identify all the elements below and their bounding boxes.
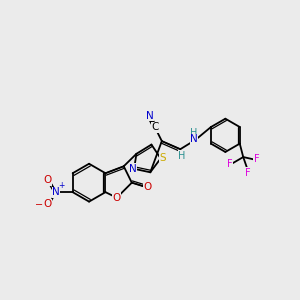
Text: N: N bbox=[190, 134, 198, 145]
Text: O: O bbox=[43, 175, 51, 185]
Text: O: O bbox=[43, 199, 51, 209]
Text: H: H bbox=[190, 128, 197, 139]
Text: N: N bbox=[52, 187, 60, 197]
Text: C: C bbox=[151, 122, 159, 132]
Text: −: − bbox=[35, 200, 44, 210]
Text: N: N bbox=[146, 111, 154, 121]
Text: N: N bbox=[129, 164, 137, 174]
Text: O: O bbox=[143, 182, 152, 192]
Text: +: + bbox=[58, 181, 64, 190]
Text: F: F bbox=[244, 167, 250, 178]
Text: S: S bbox=[159, 153, 166, 164]
Text: H: H bbox=[178, 151, 186, 161]
Text: O: O bbox=[113, 193, 121, 203]
Text: F: F bbox=[227, 158, 232, 169]
Text: F: F bbox=[254, 154, 259, 164]
